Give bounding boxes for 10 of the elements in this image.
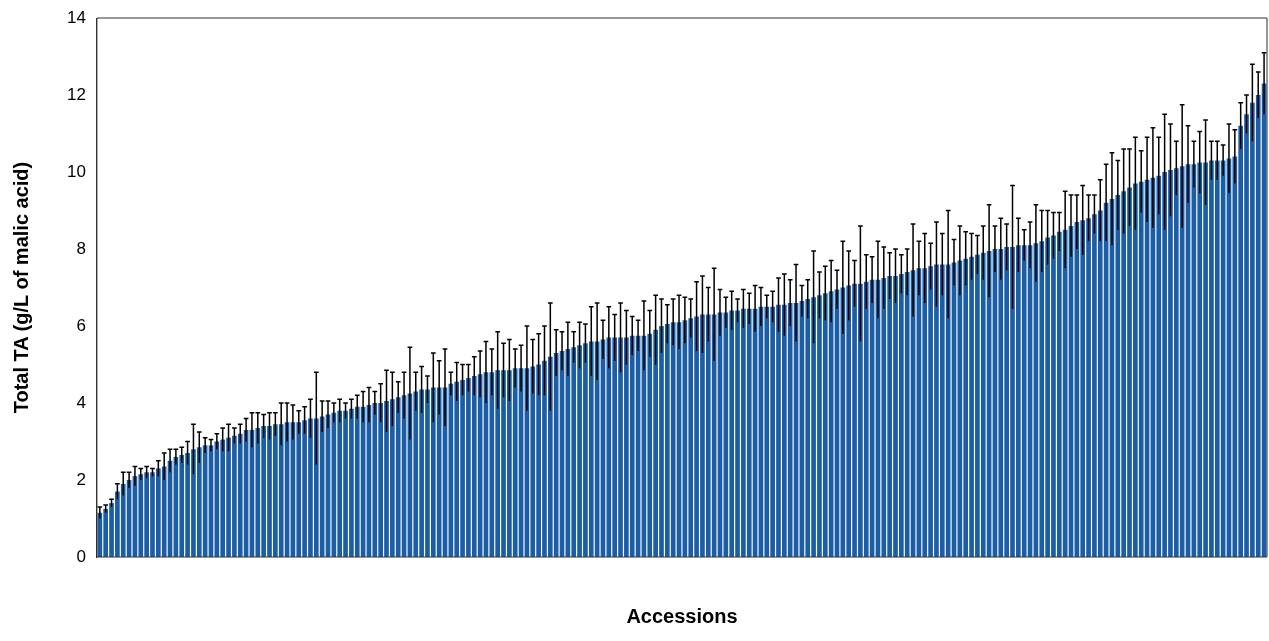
x-axis-title: Accessions: [626, 604, 738, 627]
y-tick-label: 6: [76, 315, 86, 335]
y-axis-title: Total TA (g/L of malic acid): [9, 161, 32, 414]
y-tick-label: 4: [76, 392, 86, 412]
y-tick-label: 14: [66, 7, 86, 27]
y-tick-label: 8: [76, 238, 86, 258]
y-tick-label: 12: [66, 84, 86, 104]
y-tick-label: 2: [76, 469, 86, 489]
y-tick-label: 0: [76, 546, 86, 566]
y-tick-label: 10: [66, 161, 86, 181]
